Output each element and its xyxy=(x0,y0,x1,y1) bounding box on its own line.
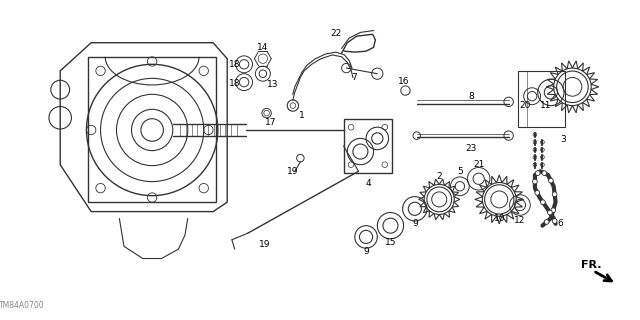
Circle shape xyxy=(535,190,540,195)
Text: 11: 11 xyxy=(540,101,552,110)
Text: 19: 19 xyxy=(287,167,299,176)
Text: 9: 9 xyxy=(412,219,418,228)
Circle shape xyxy=(541,200,545,204)
Text: 18: 18 xyxy=(229,79,241,88)
Text: 13: 13 xyxy=(266,79,278,89)
Text: 23: 23 xyxy=(465,144,477,153)
Circle shape xyxy=(551,208,556,212)
Text: 2: 2 xyxy=(436,172,442,181)
Bar xyxy=(344,119,392,173)
Text: 18: 18 xyxy=(229,60,241,69)
Text: 21: 21 xyxy=(473,160,484,169)
Text: 19: 19 xyxy=(259,240,271,249)
Circle shape xyxy=(548,178,553,183)
Text: 16: 16 xyxy=(398,77,410,86)
Text: 8: 8 xyxy=(468,92,474,101)
Text: 22: 22 xyxy=(330,29,342,38)
Circle shape xyxy=(552,219,557,223)
Text: 14: 14 xyxy=(257,43,269,52)
Text: TM84A0700: TM84A0700 xyxy=(0,301,45,310)
Text: 20: 20 xyxy=(520,101,531,110)
Circle shape xyxy=(542,171,547,175)
Circle shape xyxy=(532,179,537,184)
Text: 12: 12 xyxy=(514,216,525,225)
Text: 15: 15 xyxy=(385,238,396,247)
Text: 4: 4 xyxy=(365,179,371,188)
Circle shape xyxy=(544,220,549,224)
Text: 10: 10 xyxy=(493,214,505,223)
Text: 5: 5 xyxy=(457,167,463,176)
Text: 9: 9 xyxy=(363,247,369,256)
Text: 17: 17 xyxy=(264,118,276,127)
Circle shape xyxy=(536,171,540,175)
Text: 3: 3 xyxy=(560,135,566,144)
Circle shape xyxy=(552,192,557,196)
Circle shape xyxy=(548,210,552,215)
Text: 6: 6 xyxy=(557,219,563,228)
Text: 7: 7 xyxy=(351,73,356,82)
Text: FR.: FR. xyxy=(581,260,602,270)
Text: 1: 1 xyxy=(300,111,305,120)
